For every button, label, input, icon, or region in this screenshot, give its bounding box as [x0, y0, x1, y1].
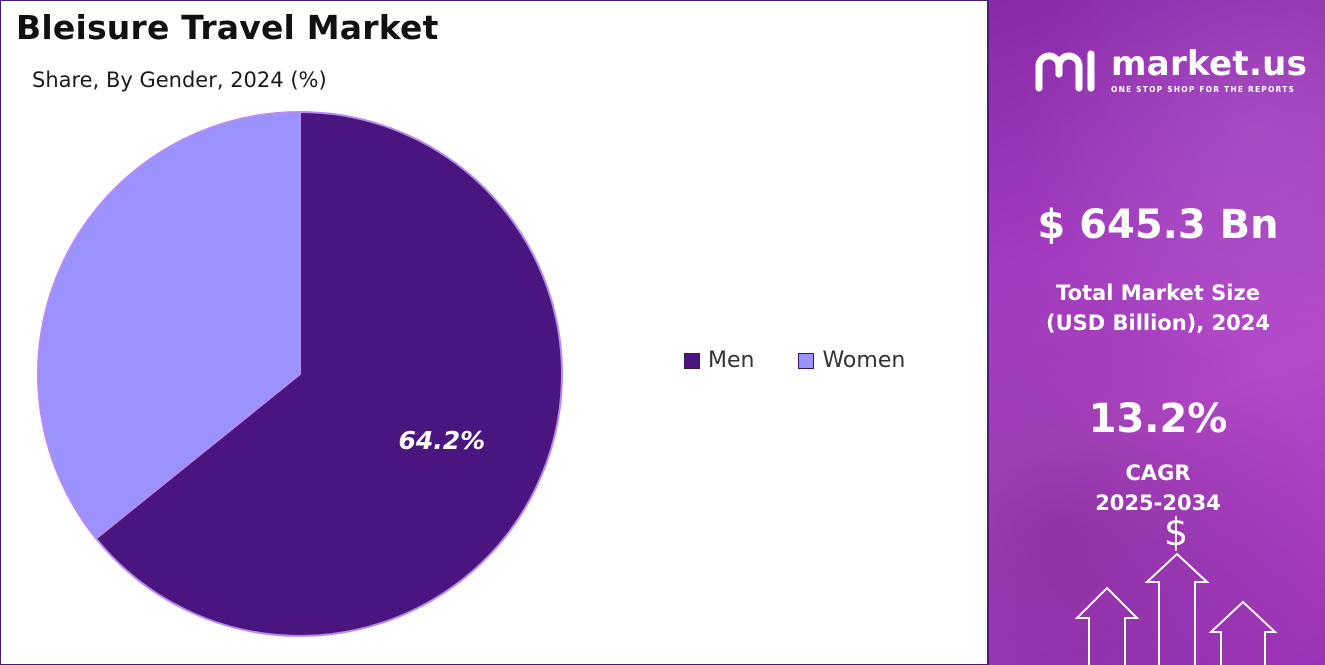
pie-chart: 64.2%: [37, 110, 563, 637]
brand-name: market.us: [1111, 43, 1308, 84]
brand-tagline: ONE STOP SHOP FOR THE REPORTS: [1111, 84, 1296, 94]
legend-item-men[interactable]: Men: [684, 348, 754, 373]
cagr-value: 13.2%: [1088, 396, 1228, 442]
info-sidebar: market.us ONE STOP SHOP FOR THE REPORTS …: [987, 0, 1325, 665]
market-size-label-line1: Total Market Size: [1056, 281, 1260, 305]
up-arrow-icon: [1074, 552, 1278, 665]
legend: Men Women: [684, 348, 905, 373]
pie-slice-women[interactable]: [37, 110, 301, 540]
cagr-label: CAGR: [1125, 461, 1191, 485]
dollar-icon: $: [1164, 510, 1189, 554]
data-label-men: 64.2%: [398, 426, 485, 455]
brand-logo[interactable]: market.us ONE STOP SHOP FOR THE REPORTS: [1033, 44, 1307, 96]
chart-panel: Bleisure Travel Market Share, By Gender,…: [16, 8, 905, 637]
market-us-logo-icon: [1035, 50, 1095, 92]
legend-item-women[interactable]: Women: [798, 348, 905, 373]
legend-swatch-women: [798, 352, 815, 369]
chart-subtitle: Share, By Gender, 2024 (%): [32, 68, 327, 92]
market-size-label-line2: (USD Billion), 2024: [1045, 311, 1271, 335]
legend-label-women: Women: [822, 348, 906, 373]
pie-slice-men[interactable]: [94, 110, 563, 637]
legend-label-men: Men: [708, 348, 755, 373]
cagr-period: 2025-2034: [1095, 491, 1221, 515]
market-size-value: $ 645.3 Bn: [1037, 202, 1279, 248]
legend-swatch-men: [684, 352, 700, 369]
sidebar-background: [989, 0, 1325, 665]
chart-title: Bleisure Travel Market: [16, 8, 439, 47]
